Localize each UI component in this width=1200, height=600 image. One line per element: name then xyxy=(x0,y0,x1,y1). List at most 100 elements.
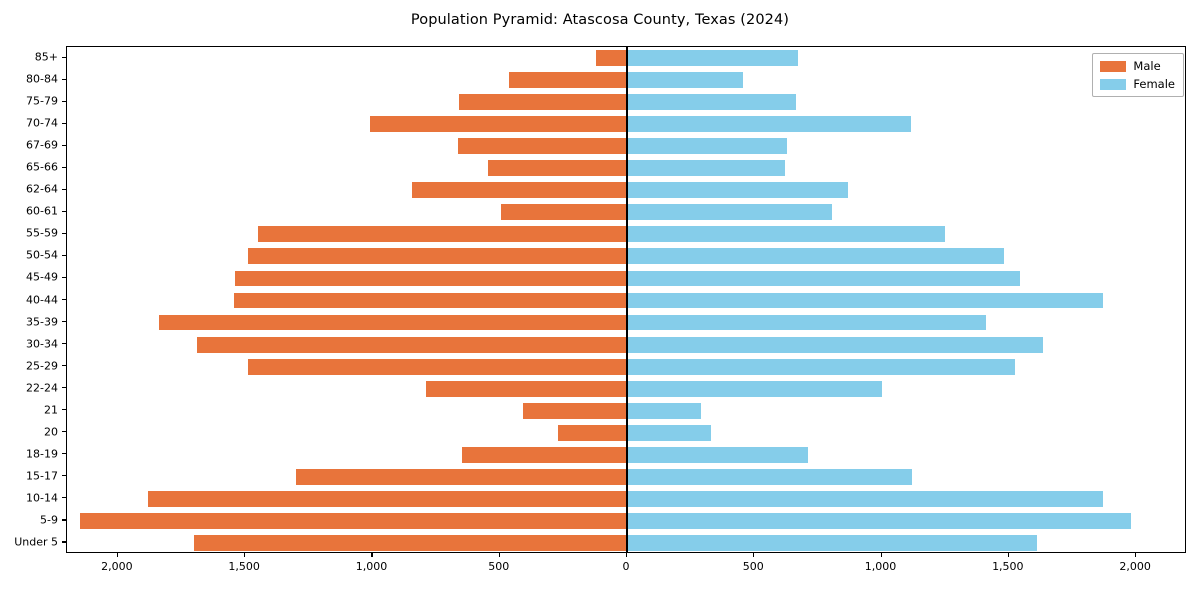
y-axis-tick-label: 55-59 xyxy=(26,226,58,240)
y-axis-tick-label: 40-44 xyxy=(26,293,58,306)
bar-male[interactable] xyxy=(461,446,627,463)
y-axis-tick-mark xyxy=(62,276,66,279)
bar-male[interactable] xyxy=(411,182,627,199)
y-axis-tick-label: 30-34 xyxy=(26,337,58,351)
bar-female[interactable] xyxy=(627,160,785,177)
y-axis-tick-label: Under 5 xyxy=(14,535,58,549)
y-axis-tick-mark xyxy=(62,254,66,256)
bar-female[interactable] xyxy=(627,512,1131,529)
bar-male[interactable] xyxy=(194,535,627,551)
bar-row xyxy=(67,424,1185,441)
bar-female[interactable] xyxy=(627,182,849,199)
bar-male[interactable] xyxy=(522,402,627,419)
bar-male[interactable] xyxy=(501,204,627,221)
bar-female[interactable] xyxy=(627,336,1044,353)
y-axis-tick-mark xyxy=(62,210,66,212)
bar-male[interactable] xyxy=(233,292,627,309)
x-axis-tick-label: 500 xyxy=(742,560,764,573)
x-axis-tick-label: 0 xyxy=(622,560,630,573)
y-axis-tick-mark xyxy=(62,122,66,124)
x-axis-tick-mark xyxy=(880,553,882,557)
y-axis-tick-label: 67-69 xyxy=(26,138,58,152)
bar-male[interactable] xyxy=(247,248,627,265)
x-axis-tick-mark xyxy=(626,553,628,557)
x-axis-tick-mark xyxy=(371,553,373,557)
legend-label: Male xyxy=(1133,59,1161,73)
bar-female[interactable] xyxy=(627,380,882,397)
y-axis-tick-label: 18-19 xyxy=(26,447,58,461)
bar-female[interactable] xyxy=(627,72,743,88)
bar-female[interactable] xyxy=(627,314,986,331)
bar-row xyxy=(67,204,1185,221)
legend-item[interactable]: Female xyxy=(1100,77,1175,91)
bar-female[interactable] xyxy=(627,116,911,133)
x-axis-tick-label: 1,000 xyxy=(864,560,897,573)
bar-female[interactable] xyxy=(627,535,1037,551)
bar-male[interactable] xyxy=(296,468,627,485)
bar-female[interactable] xyxy=(627,204,832,221)
x-axis-tick-mark xyxy=(753,553,755,557)
bar-male[interactable] xyxy=(369,116,627,133)
bar-female[interactable] xyxy=(627,402,701,419)
y-axis-tick-label: 60-61 xyxy=(26,204,58,218)
legend-label: Female xyxy=(1133,77,1175,91)
y-axis-tick-label: 65-66 xyxy=(26,160,58,174)
bar-female[interactable] xyxy=(627,270,1021,287)
legend-color-swatch xyxy=(1100,60,1127,72)
bar-female[interactable] xyxy=(627,490,1103,507)
bar-male[interactable] xyxy=(558,424,627,441)
y-axis-tick-label: 70-74 xyxy=(26,116,58,130)
bar-female[interactable] xyxy=(627,226,946,243)
y-axis-tick-mark xyxy=(62,541,66,543)
y-axis-tick-mark xyxy=(62,232,66,234)
bar-female[interactable] xyxy=(627,248,1004,265)
bar-male[interactable] xyxy=(235,270,627,287)
bar-female[interactable] xyxy=(627,358,1016,375)
bar-male[interactable] xyxy=(425,380,627,397)
y-axis-tick-label: 50-54 xyxy=(26,248,58,262)
bar-male[interactable] xyxy=(508,72,627,88)
y-axis-tick-label: 62-64 xyxy=(26,182,58,196)
legend-item[interactable]: Male xyxy=(1100,59,1175,73)
bar-row xyxy=(67,226,1185,243)
bar-male[interactable] xyxy=(196,336,627,353)
bar-male[interactable] xyxy=(596,50,627,66)
y-axis-tick-label: 75-79 xyxy=(26,94,58,108)
bar-row xyxy=(67,182,1185,199)
bar-male[interactable] xyxy=(148,490,627,507)
bar-female[interactable] xyxy=(627,50,798,66)
x-axis-tick-mark xyxy=(498,553,500,557)
bar-male[interactable] xyxy=(459,94,627,111)
bar-female[interactable] xyxy=(627,468,913,485)
bar-row xyxy=(67,270,1185,287)
y-axis-tick-mark xyxy=(62,431,66,433)
bar-male[interactable] xyxy=(158,314,627,331)
y-axis-tick-label: 22-24 xyxy=(26,381,58,395)
y-axis-tick-mark xyxy=(62,166,66,168)
plot-area xyxy=(67,47,1185,552)
bar-male[interactable] xyxy=(79,512,627,529)
bar-male[interactable] xyxy=(488,160,627,177)
y-axis-tick-label: 20 xyxy=(44,425,58,439)
bar-female[interactable] xyxy=(627,292,1103,309)
y-axis-tick-mark xyxy=(62,365,66,367)
bar-female[interactable] xyxy=(627,94,797,111)
chart-legend: Male Female xyxy=(1092,53,1184,97)
y-axis-tick-mark xyxy=(62,343,66,345)
bar-female[interactable] xyxy=(627,138,788,155)
x-axis-tick-label: 1,500 xyxy=(228,560,260,573)
x-axis-tick-mark xyxy=(1135,553,1137,557)
bar-male[interactable] xyxy=(457,138,627,155)
bar-male[interactable] xyxy=(257,226,627,243)
bar-female[interactable] xyxy=(627,446,808,463)
bar-row xyxy=(67,336,1185,353)
bar-row xyxy=(67,535,1185,551)
y-axis-labels: 85+ 80-84 75-79 70-74 67-69 65-66 62-64 60-61 55… xyxy=(0,46,66,553)
x-axis-tick-mark xyxy=(244,553,246,557)
y-axis-tick-mark xyxy=(62,409,66,411)
bar-male[interactable] xyxy=(247,358,627,375)
bar-female[interactable] xyxy=(627,424,711,441)
bar-row xyxy=(67,160,1185,177)
y-axis-tick-label: 15-17 xyxy=(26,469,58,483)
